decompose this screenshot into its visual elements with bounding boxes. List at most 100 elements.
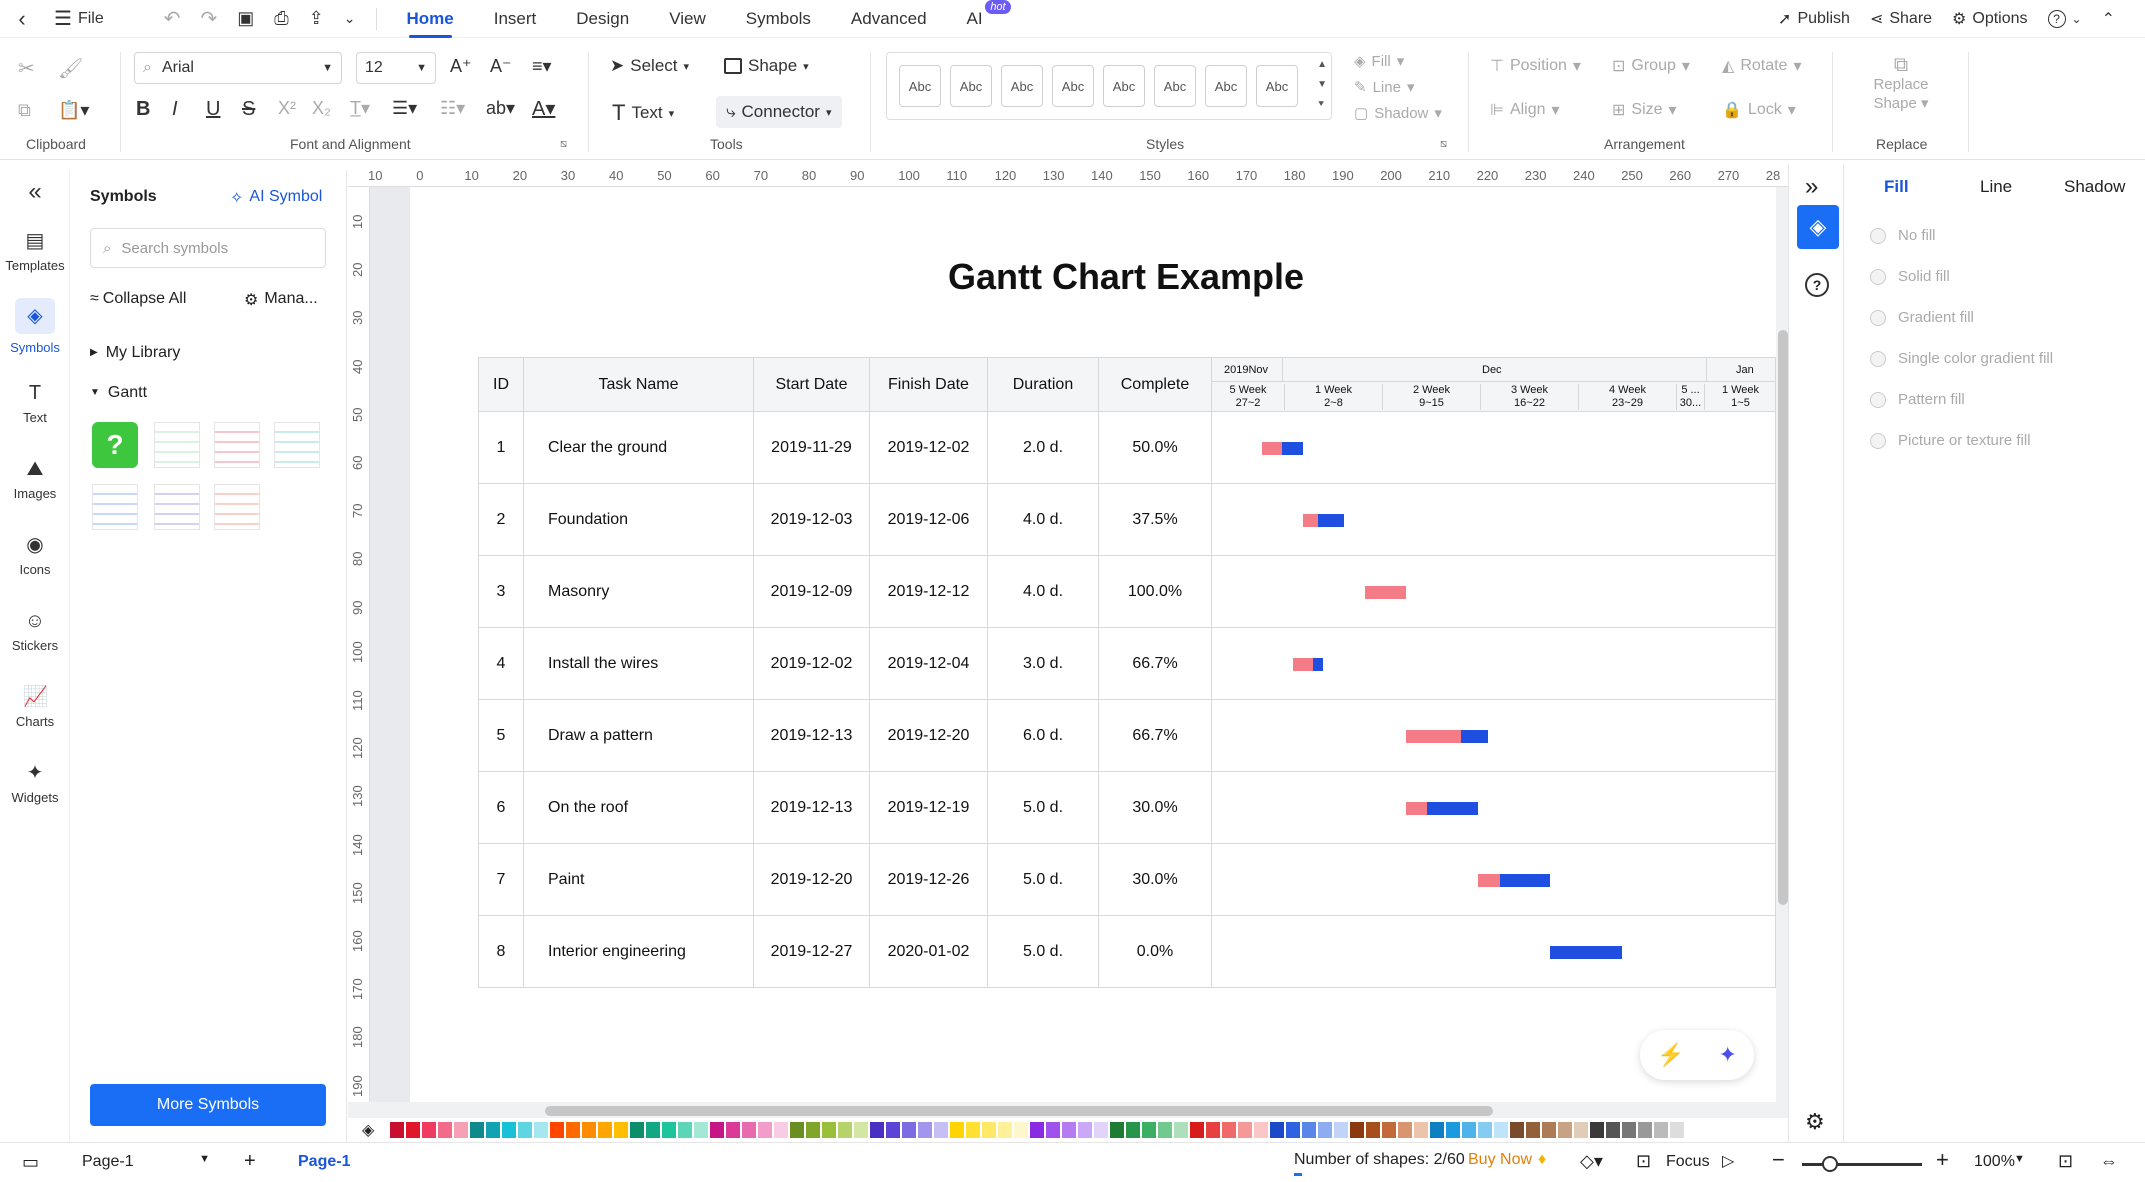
gantt-section[interactable]: ▼ Gantt	[90, 384, 147, 402]
color-swatch[interactable]	[1590, 1122, 1604, 1138]
color-swatch[interactable]	[1126, 1122, 1140, 1138]
expand-dialog-icon[interactable]: ⧅	[1440, 138, 1447, 150]
color-swatch[interactable]	[1158, 1122, 1172, 1138]
style-preset[interactable]: Abc	[950, 65, 992, 107]
tab-shadow[interactable]: Shadow	[2064, 177, 2126, 196]
align-button[interactable]: ⊫ Align ▾	[1490, 101, 1560, 119]
table-row[interactable]: 1 Clear the ground 2019-11-29 2019-12-02 2.0…	[478, 411, 1776, 484]
collapse-ribbon-icon[interactable]: ⌃	[2101, 10, 2115, 28]
task-bar[interactable]	[1405, 802, 1478, 815]
nav-templates[interactable]: ▤ Templates	[0, 230, 70, 273]
color-swatch[interactable]	[438, 1122, 452, 1138]
color-swatch[interactable]	[422, 1122, 436, 1138]
color-swatch[interactable]	[886, 1122, 900, 1138]
task-bar[interactable]	[1292, 658, 1324, 671]
zoom-out-icon[interactable]: −	[1772, 1147, 1785, 1172]
save-icon[interactable]: ▣	[237, 8, 255, 28]
sparkle-icon[interactable]: ✦	[1718, 1042, 1737, 1067]
zoom-level[interactable]: 100%	[1974, 1153, 2015, 1170]
color-swatch[interactable]	[1110, 1122, 1124, 1138]
align-icon[interactable]: ≡▾	[532, 56, 552, 76]
color-swatch[interactable]	[950, 1122, 964, 1138]
color-swatch[interactable]	[470, 1122, 484, 1138]
color-swatch[interactable]	[1254, 1122, 1268, 1138]
rotate-button[interactable]: ◭ Rotate ▾	[1722, 57, 1802, 75]
tab-home[interactable]: Home	[387, 0, 474, 38]
increase-font-icon[interactable]: A⁺	[450, 56, 472, 76]
zoom-in-icon[interactable]: +	[1936, 1147, 1949, 1172]
color-swatch[interactable]	[678, 1122, 692, 1138]
color-swatch[interactable]	[1430, 1122, 1444, 1138]
bold-icon[interactable]: B	[136, 98, 151, 120]
gantt-table[interactable]: ID Task Name Start Date Finish Date Dura…	[478, 357, 1776, 988]
color-swatch[interactable]	[966, 1122, 980, 1138]
table-row[interactable]: 3 Masonry 2019-12-09 2019-12-12 4.0 d. 100.0%	[478, 555, 1776, 628]
task-bar[interactable]	[1364, 586, 1406, 599]
color-swatch[interactable]	[742, 1122, 756, 1138]
color-swatch[interactable]	[1078, 1122, 1092, 1138]
color-swatch[interactable]	[1030, 1122, 1044, 1138]
shape-button[interactable]: Shape ▾	[724, 56, 809, 76]
task-bar[interactable]	[1477, 874, 1550, 887]
collapse-all-button[interactable]: ≈ Collapse All	[90, 290, 186, 308]
options-button[interactable]: ⚙ Options	[1942, 9, 2037, 29]
layers-icon[interactable]: ◇▾	[1580, 1151, 1603, 1171]
format-painter-icon[interactable]: 🖌	[58, 58, 84, 80]
page-list-icon[interactable]: ▭	[22, 1152, 40, 1172]
share-button[interactable]: ⋖ Share	[1860, 9, 1942, 29]
color-swatch[interactable]	[1526, 1122, 1540, 1138]
page-select[interactable]: Page-1 ▼	[82, 1153, 210, 1171]
color-swatch[interactable]	[630, 1122, 644, 1138]
color-swatch[interactable]	[790, 1122, 804, 1138]
help-icon[interactable]: ?	[1805, 273, 1829, 297]
nav-text[interactable]: T Text	[0, 382, 70, 425]
text-button[interactable]: T Text ▾	[612, 100, 675, 125]
color-swatch[interactable]	[1558, 1122, 1572, 1138]
style-preset[interactable]: Abc	[1103, 65, 1145, 107]
font-color-icon[interactable]: A▾	[532, 98, 556, 120]
gantt-symbol[interactable]	[214, 422, 260, 468]
nav-charts[interactable]: 📈 Charts	[0, 686, 70, 729]
color-swatch[interactable]	[1670, 1122, 1684, 1138]
fill-option-single-gradient[interactable]: Single color gradient fill	[1870, 350, 2053, 367]
gantt-symbol[interactable]	[274, 422, 320, 468]
color-swatch[interactable]	[1446, 1122, 1460, 1138]
collapse-panel-icon[interactable]: «	[28, 178, 42, 205]
gantt-symbol[interactable]	[92, 484, 138, 530]
color-swatch[interactable]	[1494, 1122, 1508, 1138]
table-row[interactable]: 5 Draw a pattern 2019-12-13 2019-12-20 6.0 d…	[478, 699, 1776, 772]
document-title[interactable]: Gantt Chart Example	[947, 256, 1305, 297]
font-name-select[interactable]: ⌕ Arial ▼	[134, 52, 342, 84]
color-swatch[interactable]	[1270, 1122, 1284, 1138]
task-bar[interactable]	[1405, 730, 1489, 743]
gantt-symbol[interactable]	[154, 422, 200, 468]
fill-option-gradient[interactable]: Gradient fill	[1870, 309, 1974, 326]
tab-design[interactable]: Design	[576, 8, 630, 28]
settings-gear-icon[interactable]: ⚙	[1805, 1109, 1825, 1134]
tab-line[interactable]: Line	[1980, 177, 2013, 196]
color-swatch[interactable]	[806, 1122, 820, 1138]
publish-button[interactable]: ➚ Publish	[1768, 9, 1860, 29]
fill-button[interactable]: ◈ Fill ▾	[1354, 52, 1405, 71]
play-icon[interactable]: ▷	[1722, 1153, 1735, 1170]
color-swatch[interactable]	[566, 1122, 580, 1138]
select-button[interactable]: ➤ Select ▾	[610, 56, 690, 75]
text-case-icon[interactable]: T̲▾	[350, 98, 371, 118]
lock-button[interactable]: 🔒 Lock ▾	[1722, 101, 1796, 119]
task-bar[interactable]	[1302, 514, 1344, 527]
color-swatch[interactable]	[870, 1122, 884, 1138]
line-button[interactable]: ✎ Line ▾	[1354, 78, 1415, 97]
my-library-section[interactable]: ▶ My Library	[90, 344, 180, 362]
connector-button[interactable]: ⤷ Connector ▾	[716, 96, 842, 128]
table-row[interactable]: 4 Install the wires 2019-12-02 2019-12-04 3.…	[478, 627, 1776, 700]
horizontal-scrollbar[interactable]	[545, 1106, 1493, 1116]
size-button[interactable]: ⊞ Size ▾	[1612, 101, 1677, 119]
style-preset[interactable]: Abc	[1205, 65, 1247, 107]
color-swatch[interactable]	[534, 1122, 548, 1138]
underline-icon[interactable]: U	[206, 98, 221, 120]
task-bar[interactable]	[1261, 442, 1303, 455]
tab-insert[interactable]: Insert	[493, 8, 537, 28]
color-swatch[interactable]	[486, 1122, 500, 1138]
color-swatch[interactable]	[1478, 1122, 1492, 1138]
nav-stickers[interactable]: ☺ Stickers	[0, 610, 70, 653]
